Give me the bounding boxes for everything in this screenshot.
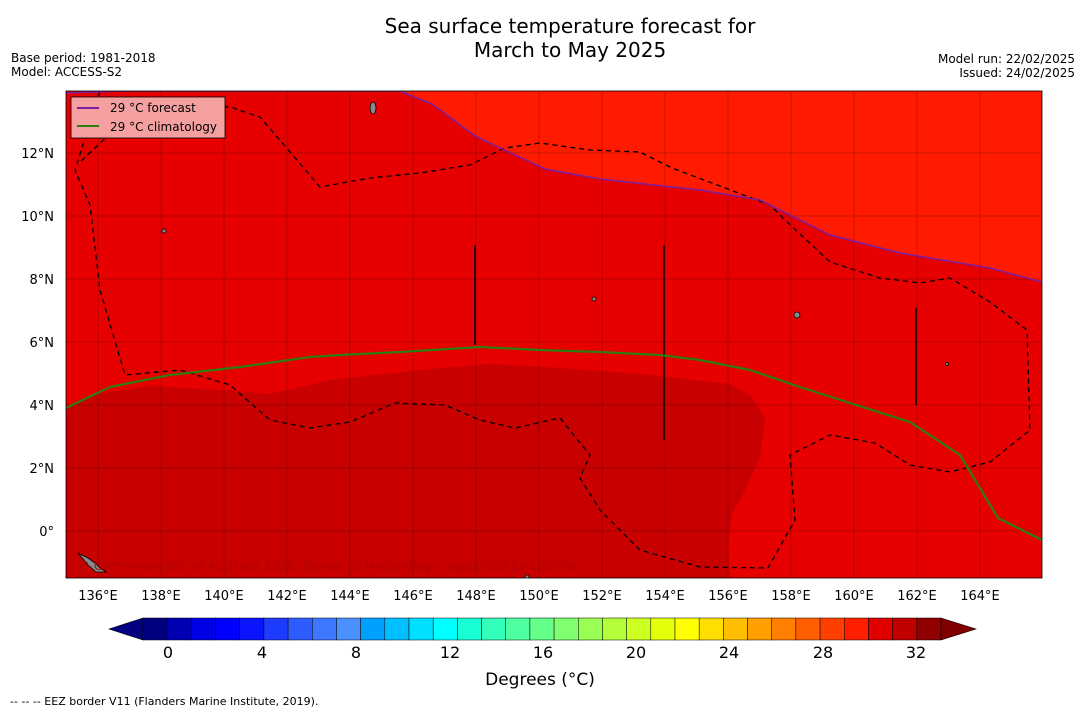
- colorbar-tick: 8: [351, 643, 361, 662]
- colorbar-cell: [142, 617, 168, 641]
- issued-date: Issued: 24/02/2025: [959, 66, 1075, 80]
- colorbar-cell: [892, 617, 918, 641]
- eez-borders: [74, 91, 1031, 569]
- colorbar-cell: [723, 617, 748, 641]
- map-legend: 29 °C forecast 29 °C climatology: [70, 96, 226, 139]
- colorbar-cell: [771, 617, 797, 641]
- colorbar-cell: [336, 617, 361, 641]
- colorbar-cell: [698, 617, 724, 641]
- colorbar-label: Degrees (°C): [485, 670, 595, 690]
- title-line-1: Sea surface temperature forecast for: [384, 14, 756, 38]
- forecast-boundary-lines: [474, 245, 917, 440]
- colorbar-cell: [844, 617, 869, 641]
- lon-label: 164°E: [960, 589, 1000, 604]
- lon-label: 160°E: [834, 589, 874, 604]
- colorbar-cell: [529, 617, 555, 641]
- colorbar-cell: [916, 617, 942, 641]
- colorbar-cell: [360, 617, 386, 641]
- colorbar-tick: 16: [533, 643, 553, 662]
- lon-labels: 136°E 138°E 140°E 142°E 144°E 146°E 148°…: [78, 589, 1000, 604]
- colorbar-cell: [505, 617, 531, 641]
- colorbar-tick: 20: [626, 643, 646, 662]
- lon-label: 136°E: [78, 589, 118, 604]
- colorbar-ticks: 0 4 8 12 16 20 24 28 32: [163, 643, 926, 662]
- lon-label: 158°E: [771, 589, 811, 604]
- colorbar-over-arrow: [940, 617, 978, 641]
- sst-fill-lower: [66, 364, 765, 578]
- colorbar-cell: [819, 617, 845, 641]
- colorbar-tick: 32: [906, 643, 926, 662]
- colorbar-tick: 12: [440, 643, 460, 662]
- colorbar-cell: [166, 617, 192, 641]
- colorbar-cell: [263, 617, 289, 641]
- colorbar-cell: [868, 617, 893, 641]
- lat-label: 0°: [39, 525, 54, 540]
- lon-label: 152°E: [582, 589, 622, 604]
- footnote: -- -- -- EEZ border V11 (Flanders Marine…: [10, 695, 319, 708]
- title-line-2: March to May 2025: [473, 38, 667, 62]
- colorbar-cell: [215, 617, 240, 641]
- islands: [77, 101, 949, 578]
- colorbar-cell: [191, 617, 216, 641]
- lon-label: 148°E: [456, 589, 496, 604]
- lon-label: 144°E: [330, 589, 370, 604]
- lon-label: 142°E: [267, 589, 307, 604]
- colorbar-cell: [795, 617, 821, 641]
- colorbar-cell: [481, 617, 506, 641]
- model-run: Model run: 22/02/2025: [937, 52, 1075, 66]
- colorbar-cell: [674, 617, 700, 641]
- colorbar-cell: [408, 617, 434, 641]
- colorbar-tick: 4: [257, 643, 267, 662]
- colorbar-cell: [432, 617, 458, 641]
- meta-left: Base period: 1981-2018 Model: ACCESS-S2: [11, 51, 156, 79]
- colorbar-tick: 0: [163, 643, 173, 662]
- lat-label: 2°N: [30, 462, 55, 477]
- lat-labels: 12°N 10°N 8°N 6°N 4°N 2°N 0°: [21, 147, 54, 540]
- colorbar-tick: 24: [719, 643, 739, 662]
- colorbar-under-arrow: [108, 617, 144, 641]
- colorbar-cell: [626, 617, 652, 641]
- colorbar-cell: [239, 617, 265, 641]
- climatology-29c-line: [66, 345, 1042, 541]
- lon-label: 150°E: [519, 589, 559, 604]
- colorbar-cell: [553, 617, 579, 641]
- lon-label: 156°E: [708, 589, 748, 604]
- lon-label: 146°E: [393, 589, 433, 604]
- copyright-text: © Commonwealth of Australia 2025, Bureau…: [78, 559, 583, 573]
- model-name: Model: ACCESS-S2: [11, 65, 123, 79]
- chart-title: Sea surface temperature forecast for Mar…: [0, 14, 1085, 62]
- legend-forecast-label: 29 °C forecast: [110, 101, 196, 115]
- colorbar-cell: [650, 617, 676, 641]
- colorbar-cell: [457, 617, 482, 641]
- base-period: Base period: 1981-2018: [11, 51, 156, 65]
- colorbar-cell: [578, 617, 603, 641]
- lat-label: 12°N: [21, 147, 54, 162]
- colorbar-cell: [384, 617, 410, 641]
- lon-label: 162°E: [897, 589, 937, 604]
- forecast-29c-line: [66, 91, 1042, 283]
- map-area: © Commonwealth of Australia 2025, Bureau…: [66, 91, 1042, 578]
- lat-label: 8°N: [30, 273, 55, 288]
- meta-right: Model run: 22/02/2025 Issued: 24/02/2025: [938, 52, 1075, 80]
- lat-label: 10°N: [21, 210, 54, 225]
- lon-label: 140°E: [204, 589, 244, 604]
- colorbar-tick: 28: [813, 643, 833, 662]
- colorbar-cell: [602, 617, 627, 641]
- legend-climatology-label: 29 °C climatology: [110, 120, 217, 134]
- colorbar: [108, 617, 978, 641]
- map-frame: [65, 90, 1043, 579]
- graticule: [66, 91, 1042, 578]
- colorbar-cell: [287, 617, 313, 641]
- lon-label: 154°E: [645, 589, 685, 604]
- lon-label: 138°E: [141, 589, 181, 604]
- colorbar-cell: [312, 617, 337, 641]
- colorbar-cell: [747, 617, 772, 641]
- lat-label: 6°N: [30, 336, 55, 351]
- lat-label: 4°N: [30, 399, 55, 414]
